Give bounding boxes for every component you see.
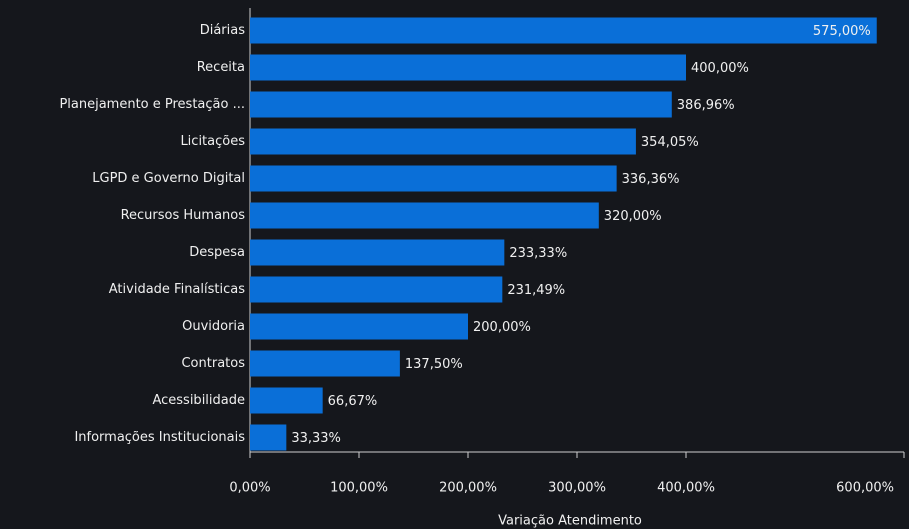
- y-tick-label: Diárias: [200, 23, 246, 38]
- bar: [250, 128, 636, 155]
- value-label: 233,33%: [509, 246, 567, 261]
- value-label: 336,36%: [622, 172, 680, 187]
- bar: [250, 202, 599, 229]
- value-label: 354,05%: [641, 135, 699, 150]
- value-label: 137,50%: [405, 357, 463, 372]
- bar: [250, 54, 686, 81]
- bar: [250, 17, 877, 44]
- bar: [250, 276, 503, 303]
- value-label: 200,00%: [473, 320, 531, 335]
- y-tick-label: Informações Institucionais: [74, 430, 245, 445]
- y-tick-label: Receita: [197, 60, 245, 75]
- y-tick-label: Contratos: [181, 356, 245, 371]
- value-label: 33,33%: [291, 431, 341, 446]
- y-tick-label: Planejamento e Prestação ...: [59, 97, 245, 112]
- y-tick-label: Ouvidoria: [182, 319, 245, 334]
- x-tick-label: 300,00%: [548, 481, 606, 496]
- value-label: 231,49%: [507, 283, 565, 298]
- y-tick-label: LGPD e Governo Digital: [92, 171, 245, 186]
- bar: [250, 91, 672, 118]
- y-tick-label: Atividade Finalísticas: [109, 282, 245, 297]
- x-tick-label: 100,00%: [330, 481, 388, 496]
- y-tick-label: Despesa: [189, 245, 245, 260]
- bar: [250, 313, 468, 340]
- x-axis-title: Variação Atendimento: [498, 514, 642, 529]
- bar: [250, 350, 400, 377]
- bar: [250, 387, 323, 414]
- y-tick-label: Licitações: [180, 134, 245, 149]
- value-label: 575,00%: [813, 24, 871, 39]
- value-label: 400,00%: [691, 61, 749, 76]
- bar: [250, 424, 287, 451]
- x-tick-label: 200,00%: [439, 481, 497, 496]
- value-label: 386,96%: [677, 98, 735, 113]
- bar: [250, 239, 505, 266]
- value-label: 66,67%: [328, 394, 378, 409]
- y-tick-label: Acessibilidade: [152, 393, 245, 408]
- y-tick-label: Recursos Humanos: [121, 208, 246, 223]
- x-tick-label: 0,00%: [229, 481, 270, 496]
- x-tick-label: 400,00%: [657, 481, 715, 496]
- bar: [250, 165, 617, 192]
- value-label: 320,00%: [604, 209, 662, 224]
- x-tick-label: 600,00%: [836, 481, 894, 496]
